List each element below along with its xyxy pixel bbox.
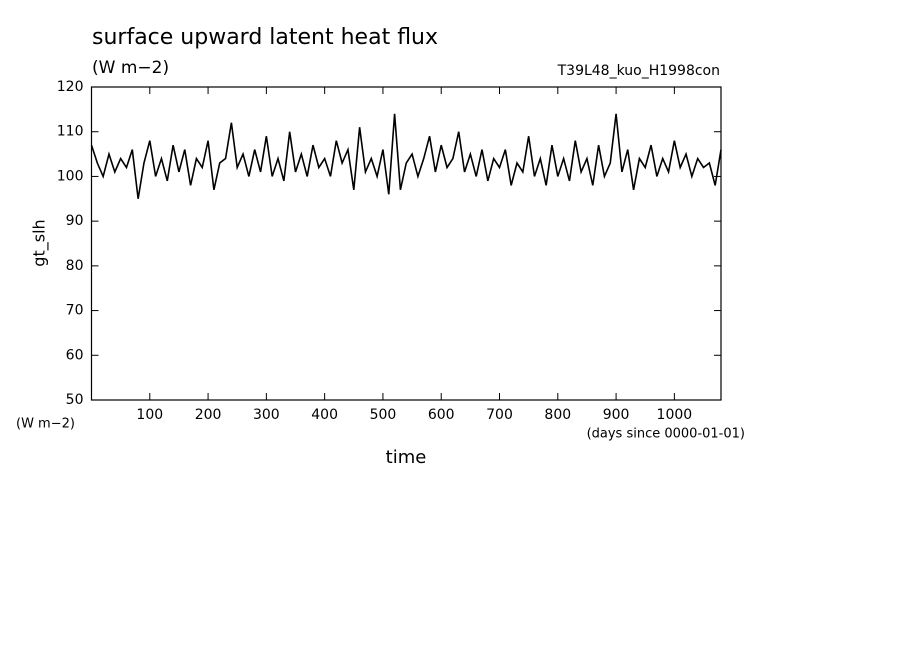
annotation: T39L48_kuo_H1998con (557, 63, 720, 79)
y-tick-label: 80 (66, 258, 84, 274)
chart-subtitle: (W m−2) (92, 58, 169, 78)
y-tick-label: 90 (66, 213, 84, 229)
chart-title: surface upward latent heat flux (92, 25, 438, 50)
x-tick-label: 700 (486, 407, 513, 423)
y-tick-label: 60 (66, 347, 84, 363)
y-tick-label: 50 (66, 392, 84, 408)
y-tick-label: 120 (57, 79, 84, 95)
y-tick-label: 110 (57, 124, 84, 140)
x-tick-label: 600 (428, 407, 455, 423)
x-unit: (days since 0000-01-01) (587, 427, 745, 442)
x-tick-label: 200 (195, 407, 222, 423)
x-tick-label: 300 (253, 407, 280, 423)
x-tick-label: 800 (544, 407, 571, 423)
x-tick-label: 400 (311, 407, 338, 423)
y-unit: (W m−2) (16, 417, 75, 432)
x-tick-label: 1000 (657, 407, 693, 423)
x-tick-label: 100 (136, 407, 163, 423)
y-tick-label: 100 (57, 168, 84, 184)
x-tick-label: 900 (603, 407, 630, 423)
plot-frame (90, 86, 722, 401)
y-axis-label: gt_slh (30, 219, 50, 266)
y-tick-label: 70 (66, 303, 84, 319)
data-line (90, 113, 722, 199)
x-tick-label: 500 (370, 407, 397, 423)
x-axis-label: time (386, 447, 427, 468)
